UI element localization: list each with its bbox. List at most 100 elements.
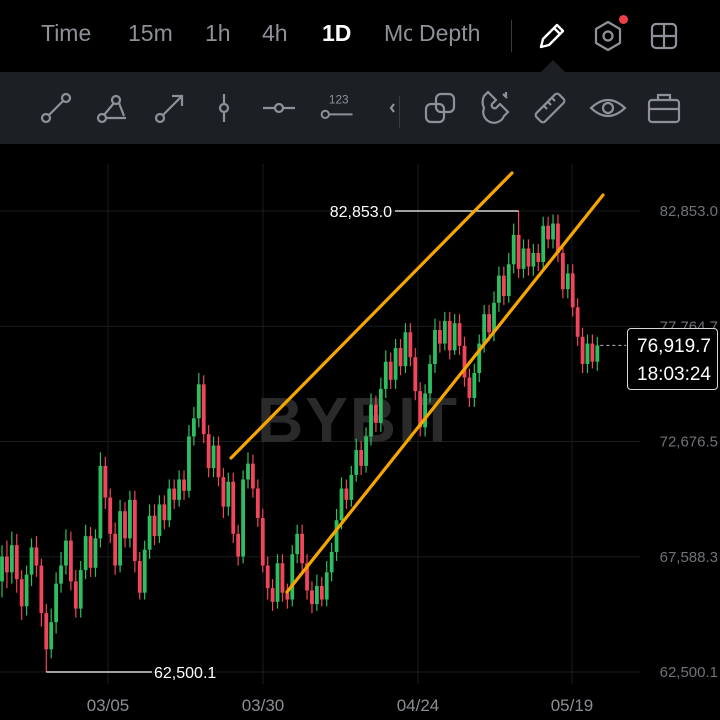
candle-body [344, 488, 349, 500]
candle-body [216, 445, 221, 478]
candle-body [177, 479, 182, 500]
candle-body [433, 329, 437, 364]
candle-body [339, 488, 344, 521]
current-price: 76,919.7 [637, 336, 711, 357]
candle-body [428, 363, 432, 394]
candle-body [147, 515, 152, 550]
candle-body [255, 488, 260, 518]
grid-layout-icon[interactable] [646, 18, 682, 54]
channel-upper-line [229, 171, 514, 460]
ruler-icon[interactable] [530, 88, 570, 128]
magnet-icon[interactable] [476, 88, 516, 128]
candle-body [251, 463, 255, 489]
candle-body [241, 479, 245, 557]
candle-body [531, 252, 536, 267]
candle-body [437, 329, 442, 344]
candle-body [492, 302, 496, 333]
tab-15m[interactable]: 15m [128, 20, 173, 46]
candle-body [324, 572, 329, 600]
price-label-line-icon[interactable]: 123 [318, 88, 362, 128]
candle-body [172, 488, 177, 500]
toolbox-icon[interactable] [644, 88, 684, 128]
candle-body [300, 533, 305, 564]
candle-body [34, 547, 39, 566]
candle-body [162, 504, 167, 521]
horizontal-line-icon[interactable] [259, 88, 299, 128]
eye-icon[interactable] [588, 88, 628, 128]
candle-body [108, 497, 113, 534]
stack-icon[interactable] [420, 88, 460, 128]
candle-body [314, 585, 319, 605]
candle-body [236, 533, 241, 557]
tab-1h[interactable]: 1h [205, 20, 231, 46]
candle-body [590, 343, 595, 362]
candle-body [19, 579, 24, 607]
candle-body [14, 545, 19, 580]
tab-time[interactable]: Time [41, 20, 92, 46]
candle-body [477, 343, 482, 374]
x-tick-label: 03/05 [87, 696, 130, 715]
countdown-timer: 18:03:24 [637, 364, 711, 385]
pencil-icon[interactable] [534, 18, 570, 54]
tab-depth[interactable]: Depth [419, 20, 481, 46]
candle-body [501, 275, 506, 297]
candlestick-chart[interactable]: BYBIT82,853.077,764.772,676.567,588.362,… [0, 144, 720, 720]
candle-body [24, 574, 29, 607]
candle-body [78, 570, 83, 609]
candle-body [221, 477, 226, 507]
tab-1d[interactable]: 1D [322, 20, 352, 46]
settings-hex-icon[interactable] [590, 18, 626, 54]
tab-mo[interactable]: Mo [384, 20, 412, 46]
candle-body [467, 377, 472, 398]
candle-body [580, 336, 585, 364]
angle-line-icon[interactable] [92, 88, 132, 128]
candle-body [452, 323, 457, 351]
candle-body [142, 549, 147, 593]
candle-body [132, 499, 137, 562]
candle-body [413, 357, 418, 392]
candle-body [231, 481, 236, 534]
candle-body [0, 556, 4, 582]
candle-body [93, 538, 98, 568]
menu-pointer [541, 60, 565, 72]
tab-4h[interactable]: 4h [262, 20, 288, 46]
candle-body [585, 343, 590, 364]
candle-body [526, 248, 531, 267]
candle-body [418, 391, 423, 428]
candle-body [310, 590, 314, 605]
candle-body [388, 361, 393, 380]
candle-body [9, 545, 14, 573]
candle-body [487, 314, 491, 333]
candle-body [49, 622, 54, 650]
candle-body [103, 465, 108, 498]
drawing-toolbar: 123 [0, 72, 720, 144]
candle-body [551, 223, 555, 240]
arrow-line-icon[interactable] [150, 88, 190, 128]
notification-dot [619, 15, 628, 24]
candle-body [280, 563, 285, 593]
line-segment-icon[interactable] [36, 88, 76, 128]
y-tick-label: 72,676.5 [660, 434, 718, 451]
candle-body [295, 533, 300, 555]
candle-body [73, 581, 78, 609]
candle-body [403, 332, 408, 367]
vertical-line-icon[interactable] [204, 88, 244, 128]
candle-body [265, 565, 270, 589]
candle-body [570, 273, 575, 308]
candle-body [128, 499, 132, 539]
candle-body [506, 264, 511, 297]
candle-body [334, 520, 339, 552]
collapse-icon[interactable] [372, 88, 395, 128]
candle-body [305, 563, 309, 591]
candle-body [137, 561, 142, 593]
candle-body [68, 540, 73, 582]
current-price-box: 76,919.7 18:03:24 [627, 328, 718, 390]
high-annotation: 82,853.0 [330, 204, 392, 221]
candle-body [29, 547, 34, 575]
candle-body [98, 465, 103, 539]
candle-body [423, 393, 428, 428]
candle-body [374, 404, 378, 423]
candle-body [462, 345, 467, 378]
candle-body [191, 418, 196, 437]
candle-body [319, 585, 324, 600]
